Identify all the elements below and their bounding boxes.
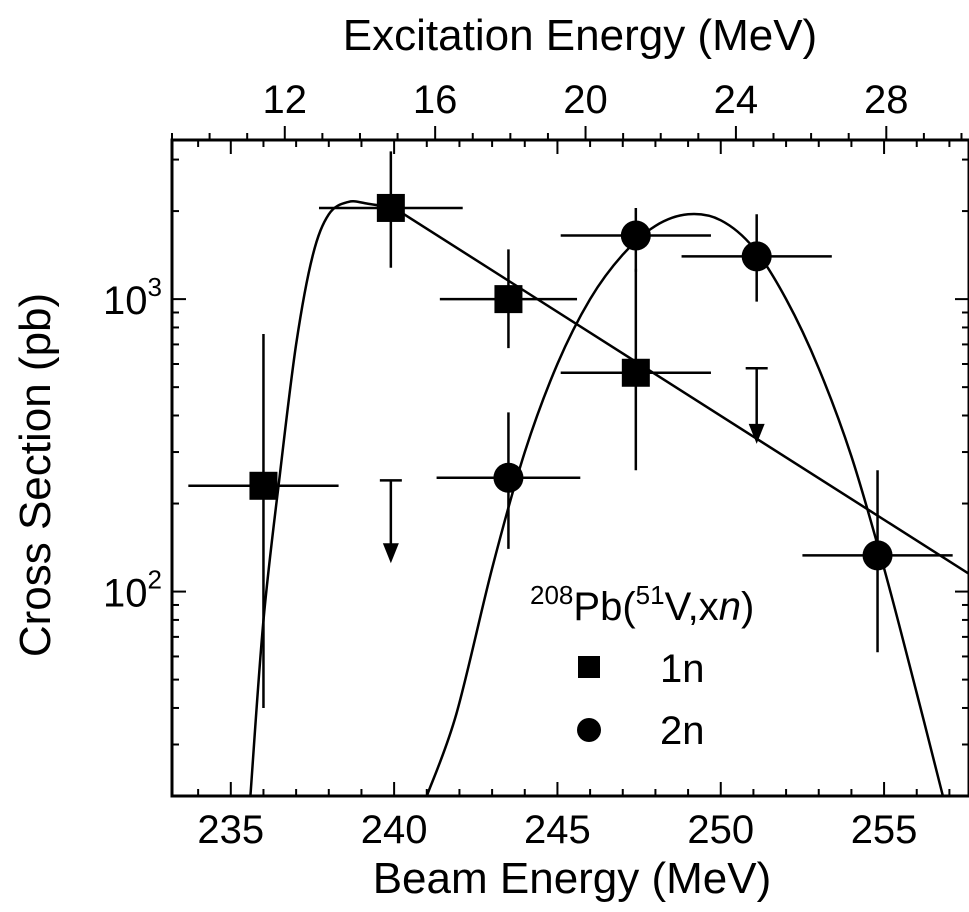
legend-title-close: ) xyxy=(741,585,754,629)
axis-ticks xyxy=(171,126,969,797)
legend-title-projectile-mass: 51 xyxy=(636,580,665,610)
x-tick-label: 245 xyxy=(524,808,591,852)
data-point-1n xyxy=(376,193,405,222)
legend-circle-marker xyxy=(577,718,601,742)
legend-title-target: Pb( xyxy=(573,585,636,629)
y-tick-label: 102 xyxy=(103,565,162,616)
legend-title-reaction: V,x xyxy=(665,585,719,629)
x2-tick-label: 20 xyxy=(563,78,608,122)
x2-tick-label: 12 xyxy=(263,78,308,122)
y-axis-label: Cross Section (pb) xyxy=(11,293,60,657)
upper-limit-arrowhead xyxy=(748,423,765,444)
fit-curve-2n xyxy=(425,212,945,796)
data-point-1n xyxy=(249,471,278,500)
upper-limit-arrowhead xyxy=(382,543,399,564)
x-axis-label: Beam Energy (MeV) xyxy=(373,854,772,903)
x2-tick-label: 16 xyxy=(413,78,458,122)
data-point-1n xyxy=(621,358,650,387)
legend: 208Pb(51V,xn) 1n 2n xyxy=(530,580,754,753)
x-tick-label: 235 xyxy=(197,808,264,852)
legend-title-n: n xyxy=(719,585,741,629)
plot-frame xyxy=(170,138,969,798)
x-tick-label: 250 xyxy=(687,808,754,852)
x-tick-label: 240 xyxy=(361,808,428,852)
data-point-2n xyxy=(741,241,772,272)
y-tick-label: 103 xyxy=(103,272,162,323)
legend-label-2n: 2n xyxy=(660,709,705,753)
legend-label-1n: 1n xyxy=(660,647,705,691)
x2-tick-label: 24 xyxy=(714,78,759,122)
tick-labels: 235 240 245 250 255 12 16 20 24 28 102 103 xyxy=(103,78,917,852)
data-markers xyxy=(188,151,953,708)
data-point-2n xyxy=(620,220,651,251)
top-axis-label: Excitation Energy (MeV) xyxy=(343,11,817,60)
legend-title-mass-number: 208 xyxy=(530,580,573,610)
x2-tick-label: 28 xyxy=(864,78,909,122)
legend-square-marker xyxy=(578,656,600,678)
fit-curve-1n xyxy=(393,206,969,575)
x-tick-label: 255 xyxy=(851,808,918,852)
data-point-1n xyxy=(494,285,523,314)
plot-content xyxy=(249,200,969,796)
legend-title: 208Pb(51V,xn) xyxy=(530,580,754,629)
data-point-2n xyxy=(862,540,893,571)
data-point-2n xyxy=(493,462,524,493)
